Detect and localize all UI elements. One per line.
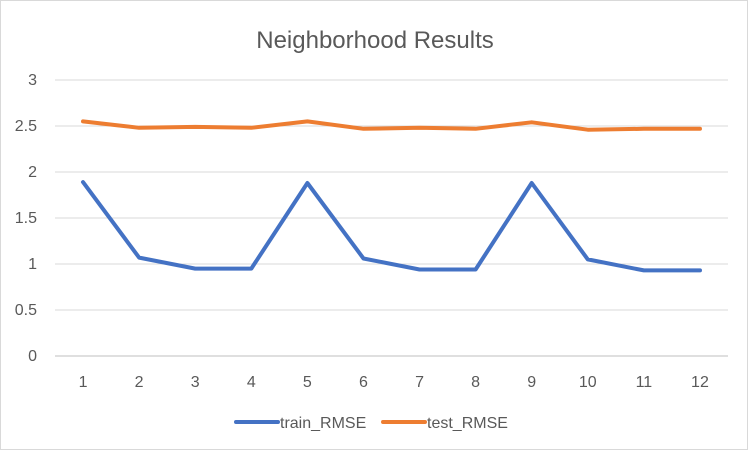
legend-label: test_RMSE — [427, 415, 508, 432]
x-tick-label: 10 — [579, 374, 597, 391]
x-tick-label: 6 — [359, 374, 368, 391]
y-tick-label: 0 — [28, 348, 37, 365]
y-tick-label: 2 — [28, 164, 37, 181]
x-tick-label: 1 — [79, 374, 88, 391]
gridlines — [55, 79, 728, 357]
series-line-test_RMSE — [81, 119, 702, 132]
series-line-train_RMSE — [81, 180, 702, 273]
x-tick-label: 5 — [303, 374, 312, 391]
chart-title: Neighborhood Results — [256, 27, 493, 54]
x-tick-label: 9 — [527, 374, 536, 391]
y-tick-label: 2.5 — [15, 118, 37, 135]
series-lines — [81, 119, 702, 273]
x-axis-ticks: 1 2 3 4 5 6 7 8 9 10 11 12 — [79, 374, 709, 391]
legend: train_RMSE test_RMSE — [234, 415, 508, 432]
x-tick-label: 8 — [471, 374, 480, 391]
x-tick-label: 12 — [691, 374, 709, 391]
legend-label: train_RMSE — [280, 415, 366, 432]
x-tick-label: 4 — [247, 374, 256, 391]
x-tick-label: 3 — [191, 374, 200, 391]
x-tick-label: 7 — [415, 374, 424, 391]
y-axis-ticks: 0 0.5 1 1.5 2 2.5 3 — [15, 72, 37, 365]
x-tick-label: 2 — [135, 374, 144, 391]
y-tick-label: 3 — [28, 72, 37, 89]
legend-item-train_RMSE: train_RMSE — [234, 415, 366, 432]
x-tick-label: 11 — [636, 374, 653, 391]
legend-item-test_RMSE: test_RMSE — [381, 415, 508, 432]
y-tick-label: 1 — [28, 256, 37, 273]
y-tick-label: 1.5 — [15, 210, 37, 227]
y-tick-label: 0.5 — [15, 302, 37, 319]
